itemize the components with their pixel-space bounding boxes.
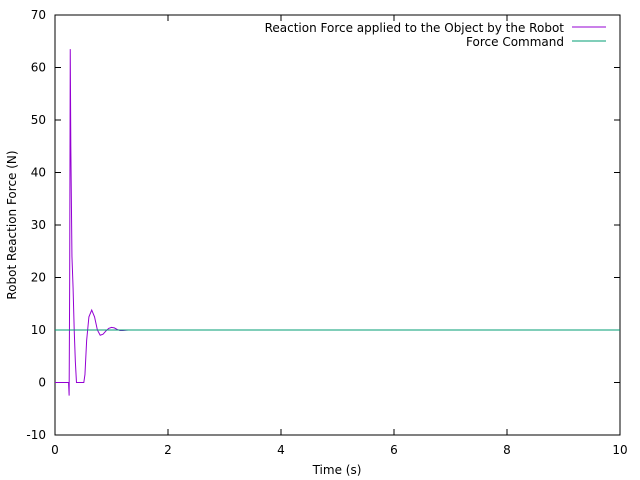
ticks-layer: 0 2 4 6 8 10 -10 0 10 20 30 40 50 60 70 bbox=[26, 8, 627, 457]
x-tick-label: 8 bbox=[503, 443, 511, 457]
x-tick-label: 4 bbox=[277, 443, 285, 457]
x-tick-label: 10 bbox=[612, 443, 627, 457]
y-tick-label: 70 bbox=[31, 8, 46, 22]
x-tick-label: 0 bbox=[51, 443, 59, 457]
series-line-0 bbox=[55, 49, 620, 396]
y-tick-label: 50 bbox=[31, 113, 46, 127]
y-tick-label: 20 bbox=[31, 271, 46, 285]
x-axis-label: Time (s) bbox=[312, 463, 362, 477]
series-layer bbox=[55, 49, 620, 396]
y-axis-label: Robot Reaction Force (N) bbox=[5, 150, 19, 299]
y-tick-label: 0 bbox=[38, 376, 46, 390]
y-tick-label: 30 bbox=[31, 218, 46, 232]
y-tick-label: 10 bbox=[31, 323, 46, 337]
y-tick-label: 40 bbox=[31, 166, 46, 180]
legend: Reaction Force applied to the Object by … bbox=[265, 21, 606, 49]
legend-label-reaction-force: Reaction Force applied to the Object by … bbox=[265, 21, 565, 35]
legend-label-force-command: Force Command bbox=[466, 35, 564, 49]
y-tick-label: -10 bbox=[26, 428, 46, 442]
x-tick-label: 2 bbox=[164, 443, 172, 457]
x-tick-label: 6 bbox=[390, 443, 398, 457]
y-tick-label: 60 bbox=[31, 61, 46, 75]
plot-frame bbox=[54, 14, 621, 436]
